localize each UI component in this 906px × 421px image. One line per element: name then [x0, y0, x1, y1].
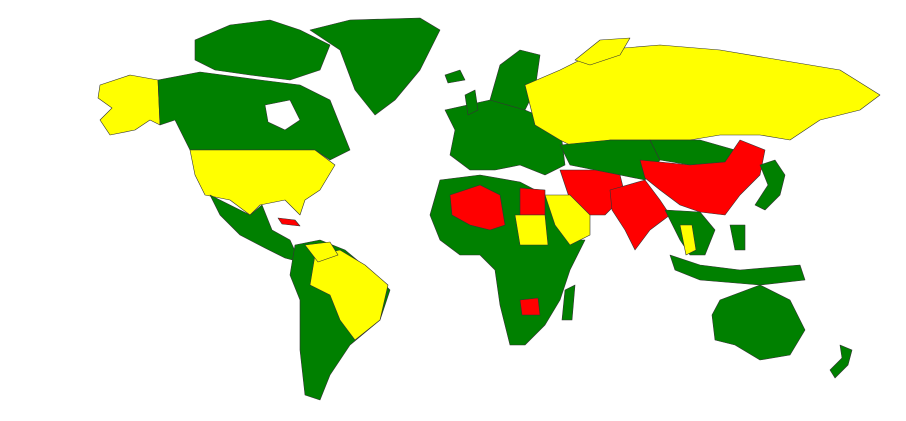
region-iceland: [444, 69, 466, 84]
region-arabia: [544, 194, 591, 246]
region-alaska: [97, 74, 161, 136]
region-usa: [189, 149, 336, 216]
region-canada: [157, 71, 351, 161]
region-india: [609, 179, 671, 251]
region-brazil: [309, 249, 389, 341]
region-uk: [464, 89, 479, 116]
region-cuba: [277, 217, 301, 227]
region-china: [639, 139, 766, 216]
region-venezuela-region: [304, 241, 339, 263]
region-hudson-bay: [264, 99, 301, 131]
region-indonesia: [669, 254, 806, 286]
region-madagascar: [561, 284, 576, 321]
region-russia-islands: [574, 37, 631, 66]
region-canada-arctic: [194, 19, 331, 81]
region-egypt: [519, 187, 546, 216]
region-thailand: [679, 224, 697, 256]
region-australia: [711, 284, 806, 361]
region-japan: [754, 159, 786, 211]
region-sudan: [514, 214, 549, 246]
region-philippines: [729, 224, 746, 251]
region-algeria-libya: [449, 184, 506, 231]
region-zimbabwe: [519, 297, 541, 316]
region-new-zealand: [829, 344, 853, 379]
region-mongolia: [649, 139, 736, 166]
region-greenland: [309, 17, 441, 116]
